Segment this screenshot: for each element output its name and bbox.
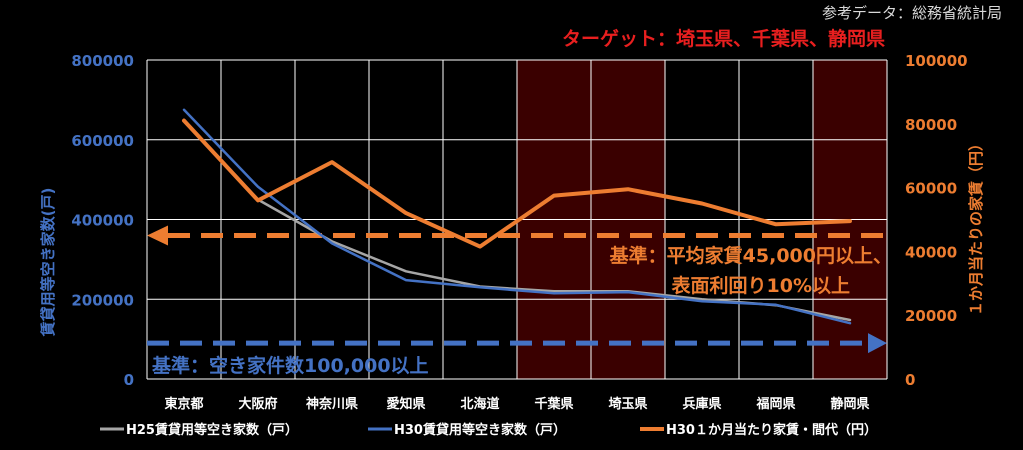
category-label: 静岡県 bbox=[830, 396, 869, 412]
category-label: 千葉県 bbox=[534, 396, 573, 412]
left-tick-label: 600000 bbox=[71, 132, 134, 150]
left-tick-label: 0 bbox=[124, 371, 134, 389]
left-tick-label: 200000 bbox=[71, 291, 134, 309]
legend-label: H30賃貸用等空き家数（戸） bbox=[394, 422, 566, 438]
category-label: 兵庫県 bbox=[682, 396, 721, 412]
rent-rule-line1: 基準：平均家賃45,000円以上、 bbox=[609, 244, 892, 267]
target-note: ターゲット：埼玉県、千葉県、静岡県 bbox=[562, 27, 885, 50]
right-tick-label: 100000 bbox=[905, 52, 968, 70]
left-axis-title: 賃貸用等空き家数(戸) bbox=[39, 188, 57, 338]
right-axis-title: １か月当たりの家賃（円） bbox=[967, 136, 985, 316]
category-label: 福岡県 bbox=[755, 396, 795, 412]
right-tick-label: 20000 bbox=[905, 307, 957, 325]
rent-rule-line2: 表面利回り10%以上 bbox=[672, 274, 850, 297]
right-tick-label: 60000 bbox=[905, 180, 957, 198]
vacancy-rule: 基準：空き家件数100,000以上 bbox=[151, 354, 429, 377]
legend-label: H25賃貸用等空き家数（戸） bbox=[126, 422, 298, 438]
category-label: 埼玉県 bbox=[608, 396, 647, 412]
source-note: 参考データ：総務省統計局 bbox=[822, 4, 1002, 22]
legend-label: H30１か月当たり家賃・間代（円） bbox=[666, 422, 877, 438]
category-label: 神奈川県 bbox=[306, 396, 358, 412]
right-tick-label: 0 bbox=[905, 371, 915, 389]
left-tick-label: 400000 bbox=[71, 212, 134, 230]
category-label: 東京都 bbox=[164, 396, 203, 412]
category-label: 北海道 bbox=[460, 396, 499, 412]
legend: H25賃貸用等空き家数（戸） H30賃貸用等空き家数（戸） H30１か月当たり家賃・… bbox=[100, 422, 877, 438]
left-tick-label: 800000 bbox=[71, 52, 134, 70]
right-tick-label: 40000 bbox=[905, 243, 957, 261]
right-tick-label: 80000 bbox=[905, 116, 957, 134]
category-label: 大阪府 bbox=[238, 396, 277, 412]
category-label: 愛知県 bbox=[386, 396, 425, 412]
